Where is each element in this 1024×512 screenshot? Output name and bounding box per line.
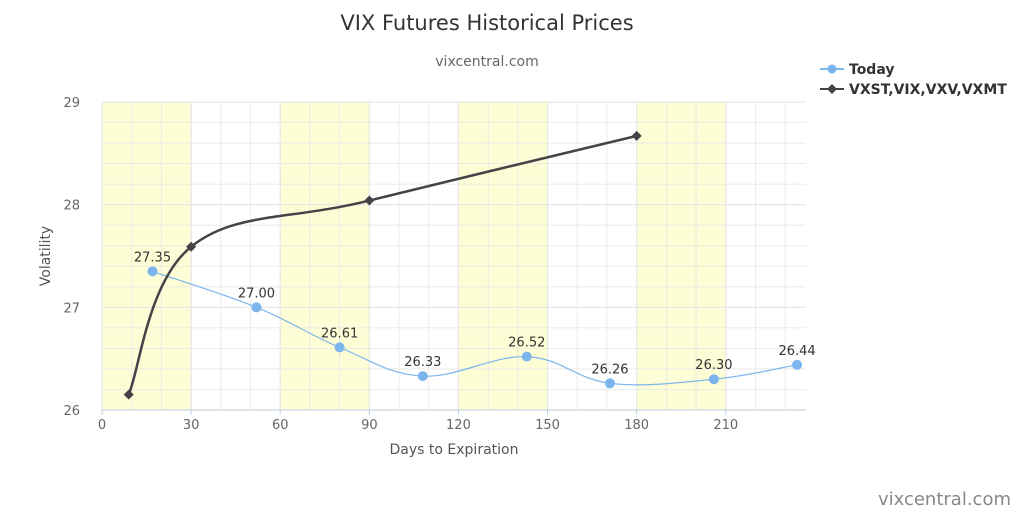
data-point-term-structure [123,389,134,400]
series-line-1 [127,134,637,396]
x-tick-label: 150 [535,418,560,433]
plot-bands [102,102,726,410]
legend-today-label: Today [849,62,894,78]
plot-band-2 [458,102,548,410]
axes: 0 30 60 90 120 150 180 210 26 27 28 29 [63,96,806,433]
legend-today-marker-icon [827,64,837,74]
data-point-today [334,342,345,353]
data-point-today [147,266,158,277]
x-tick-label: 30 [183,418,200,433]
legend-term-label: VXST,VIX,VXV,VXMT [849,82,1007,98]
data-point-today [521,351,532,362]
chart-subtitle: vixcentral.com [435,54,538,70]
y-axis-title: Volatility [38,226,54,286]
x-tick-label: 90 [361,418,378,433]
series-line-0 [152,270,798,386]
data-point-today [251,302,262,313]
legend-item-term-structure[interactable]: VXST,VIX,VXV,VXMT [820,82,1007,98]
y-tick-label: 26 [63,404,80,419]
data-label-today: 27.00 [238,286,275,301]
series-layer [123,130,803,400]
legend: Today VXST,VIX,VXV,VXMT [820,62,1007,98]
x-tick-label: 0 [98,418,106,433]
data-point-today [708,374,719,385]
plot-band-3 [636,102,726,410]
x-axis-title: Days to Expiration [390,442,519,458]
data-labels: 27.35 27.00 26.61 26.33 26.52 26.26 26.30 26.44 [134,250,816,377]
x-tick-label: 120 [446,418,471,433]
legend-item-today[interactable]: Today [820,62,894,78]
data-point-term-structure [631,130,642,141]
plot-band-1 [280,102,370,410]
legend-term-diamond-icon [827,84,837,94]
data-label-today: 26.52 [508,336,545,351]
data-label-today: 26.30 [695,358,732,373]
y-tick-label: 27 [63,301,80,316]
data-label-today: 26.26 [591,362,628,377]
data-point-today [604,378,615,389]
chart-title: VIX Futures Historical Prices [340,11,633,35]
data-label-today: 26.33 [404,355,441,370]
data-point-term-structure [186,241,197,252]
data-point-today [792,359,803,370]
y-tick-label: 28 [63,199,80,214]
data-point-today [417,371,428,382]
data-point-term-structure [364,195,375,206]
plot-band-0 [102,102,192,410]
data-label-today: 27.35 [134,250,171,265]
x-tick-label: 180 [624,418,649,433]
credits-link[interactable]: vixcentral.com [878,489,1011,510]
data-label-today: 26.61 [321,326,358,341]
y-tick-label: 29 [63,96,80,111]
data-label-today: 26.44 [778,344,815,359]
x-tick-label: 60 [272,418,289,433]
x-tick-label: 210 [713,418,738,433]
